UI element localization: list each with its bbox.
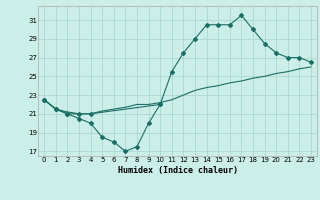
X-axis label: Humidex (Indice chaleur): Humidex (Indice chaleur) <box>118 166 238 175</box>
